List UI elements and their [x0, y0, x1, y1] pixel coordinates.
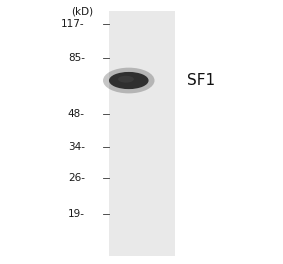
Ellipse shape	[109, 72, 149, 89]
Text: (kD): (kD)	[71, 7, 93, 17]
Ellipse shape	[118, 76, 134, 83]
Bar	[109, 11, 175, 256]
Text: 117-: 117-	[61, 19, 85, 29]
Text: 26-: 26-	[68, 173, 85, 183]
Text: 85-: 85-	[68, 53, 85, 63]
Text: 34-: 34-	[68, 142, 85, 152]
Text: SF1: SF1	[187, 73, 215, 88]
Text: 48-: 48-	[68, 109, 85, 119]
Text: 19-: 19-	[68, 209, 85, 219]
Ellipse shape	[103, 68, 155, 93]
